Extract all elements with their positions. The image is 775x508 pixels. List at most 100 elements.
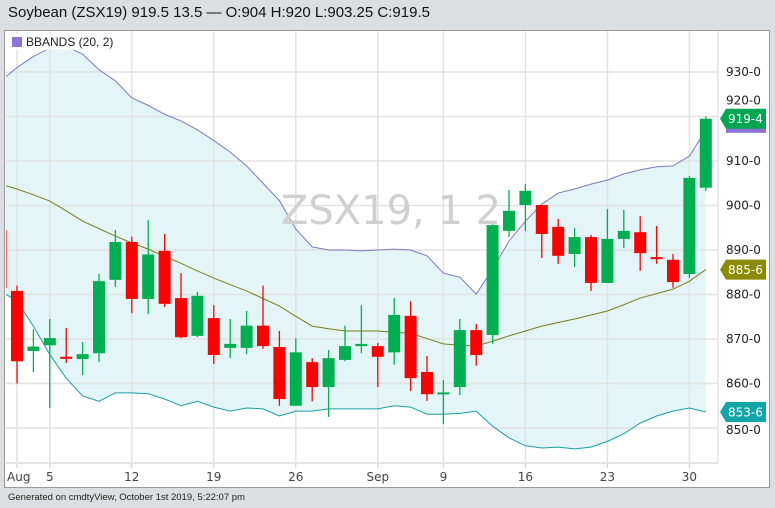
candle-body <box>175 298 187 338</box>
bband-lower-line <box>6 293 706 450</box>
last-price-label: 919-4 <box>728 112 763 126</box>
candle-body <box>11 290 23 362</box>
candle-body <box>125 241 138 299</box>
candle-body <box>27 346 40 352</box>
candle-body <box>371 346 384 357</box>
candle <box>109 229 122 287</box>
candle-body <box>404 315 417 379</box>
candle-body <box>207 318 220 356</box>
candle-body <box>699 118 712 188</box>
candle-body <box>6 229 7 288</box>
candlestick-chart[interactable]: 850-0 860-0 870-0 880-0 890-0 900-0 910-0 920-0… <box>5 31 771 489</box>
candle <box>634 216 647 271</box>
candle-body <box>43 338 56 346</box>
candle <box>453 318 466 396</box>
candle-body <box>224 343 237 348</box>
candle <box>388 298 401 365</box>
candle <box>486 224 499 344</box>
candle <box>257 285 269 349</box>
candle <box>306 358 319 402</box>
candle-body <box>273 347 286 400</box>
x-tick-label: Aug <box>7 470 30 484</box>
x-tick-label: 23 <box>600 470 615 484</box>
candle-body <box>535 205 548 234</box>
candle-body <box>683 177 696 275</box>
candle <box>404 301 417 392</box>
chart-panel: 850-0 860-0 870-0 880-0 890-0 900-0 910-0 920-0… <box>4 30 770 488</box>
plot-area <box>6 31 718 463</box>
candle-body <box>109 241 122 280</box>
candle-body <box>552 226 565 256</box>
candle-body <box>355 343 368 347</box>
candle-body <box>601 238 614 283</box>
candle <box>667 254 679 288</box>
candle <box>355 305 368 354</box>
candle-body <box>453 330 466 388</box>
x-tick-label: 5 <box>46 470 54 484</box>
candle-body <box>667 259 679 283</box>
candle <box>43 318 56 408</box>
candle <box>224 318 237 359</box>
x-tick-label: 30 <box>682 470 697 484</box>
x-tick-label: 26 <box>288 470 303 484</box>
candle-body <box>142 254 155 299</box>
x-tick-label: 16 <box>518 470 533 484</box>
y-tick-label: 860-0 <box>726 377 761 391</box>
candle <box>503 189 515 238</box>
candle <box>699 116 712 192</box>
candle-body <box>421 371 433 395</box>
candle <box>273 330 286 406</box>
candle <box>371 343 384 388</box>
candle <box>421 355 433 401</box>
candle-body <box>240 325 253 348</box>
bollinger-band-fill <box>6 46 706 449</box>
candle-body <box>322 358 335 388</box>
y-tick-label: 930-0 <box>726 65 761 79</box>
candle-body <box>60 356 73 359</box>
legend-label: BBANDS (20, 2) <box>26 35 114 49</box>
lower-band-label: 853-6 <box>728 405 763 419</box>
legend[interactable]: BBANDS (20, 2) <box>9 34 117 50</box>
candle-body <box>650 257 663 260</box>
candle-body <box>76 354 89 360</box>
candle <box>93 274 105 363</box>
candle <box>60 327 73 364</box>
y-tick-label: 880-0 <box>726 288 761 302</box>
candle <box>11 285 23 384</box>
candle <box>552 218 565 264</box>
candle-body <box>339 346 351 360</box>
y-tick-label: 850-0 <box>726 423 761 437</box>
middle-band-label-bg <box>720 259 766 280</box>
candle <box>158 233 171 307</box>
candle-body <box>503 210 515 231</box>
candle-body <box>568 237 581 255</box>
y-tick-label: 910-0 <box>726 154 761 168</box>
candle <box>289 338 302 406</box>
chart-title: Soybean (ZSX19) 919.5 13.5 — O:904 H:920… <box>8 4 430 21</box>
bband-upper-line <box>6 45 707 295</box>
candle <box>240 310 253 355</box>
candle-body <box>158 250 171 304</box>
candle-body <box>289 352 302 406</box>
x-tick-label: 12 <box>124 470 139 484</box>
candle-body <box>634 232 647 254</box>
candle <box>617 209 630 249</box>
candle <box>6 229 7 288</box>
candle-body <box>306 362 319 388</box>
candle-body <box>93 281 105 354</box>
candle-body <box>519 190 532 206</box>
candle-body <box>437 392 450 395</box>
candle <box>76 342 89 376</box>
candle <box>519 184 532 231</box>
footer-note: Generated on cmdtyView, October 1st 2019… <box>8 492 245 503</box>
candle <box>339 325 351 362</box>
bband-middle-line <box>6 185 707 347</box>
watermark: ZSX19, 1 2 <box>281 188 501 234</box>
x-tick-label: 19 <box>206 470 221 484</box>
legend-swatch <box>12 37 22 47</box>
candle <box>470 323 483 366</box>
candle <box>683 176 696 279</box>
candle-body <box>257 325 269 347</box>
candle-body <box>191 295 204 336</box>
candle <box>601 209 614 283</box>
